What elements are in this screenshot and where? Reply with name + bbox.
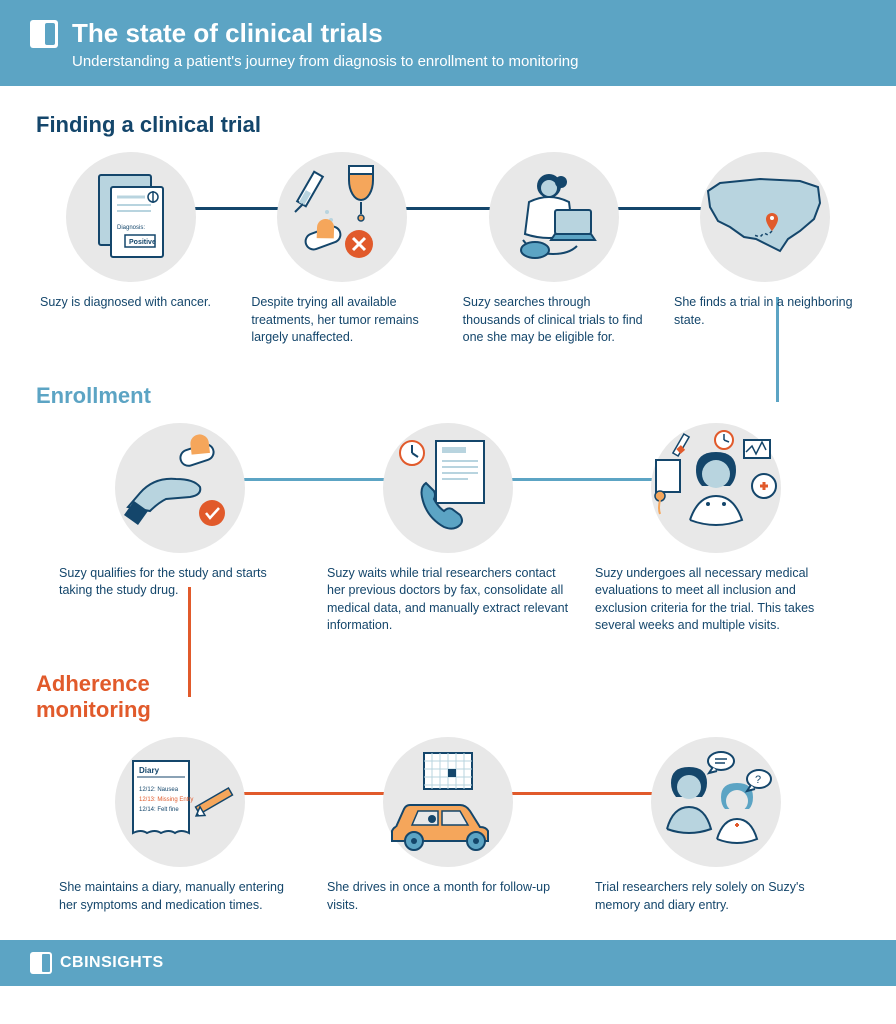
phone-document-icon	[388, 433, 508, 543]
section-title-finding: Finding a clinical trial	[36, 112, 860, 138]
step-drives: She drives in once a month for follow-up…	[323, 737, 573, 914]
header-banner: The state of clinical trials Understandi…	[0, 0, 896, 86]
caption-evaluations: Suzy undergoes all necessary medical eva…	[591, 565, 841, 635]
caption-treatments: Despite trying all available treatments,…	[247, 294, 437, 347]
illustration-hand-pill	[115, 423, 245, 553]
caption-researchers: Trial researchers rely solely on Suzy's …	[591, 879, 841, 914]
caption-map: She finds a trial in a neighboring state…	[670, 294, 860, 329]
svg-text:12/12: Nausea: 12/12: Nausea	[139, 787, 179, 793]
car-calendar-icon	[378, 747, 518, 857]
caption-waits: Suzy waits while trial researchers conta…	[323, 565, 573, 635]
footer-banner: CBINSIGHTS	[0, 940, 896, 986]
step-waits: Suzy waits while trial researchers conta…	[323, 423, 573, 635]
caption-diary: She maintains a diary, manually entering…	[55, 879, 305, 914]
svg-text:Diagnosis:: Diagnosis:	[117, 225, 145, 231]
section-title-enrollment: Enrollment	[36, 383, 860, 409]
step-researchers: ? Trial researchers rely solely on Suzy'…	[591, 737, 841, 914]
caption-qualifies: Suzy qualifies for the study and starts …	[55, 565, 305, 600]
caption-search: Suzy searches through thousands of clini…	[459, 294, 649, 347]
patient-evaluation-icon	[646, 428, 786, 548]
step-search: Suzy searches through thousands of clini…	[459, 152, 649, 347]
illustration-diagnosis: Diagnosis: Positive	[66, 152, 196, 282]
footer-logo-icon	[30, 952, 52, 974]
illustration-search	[489, 152, 619, 282]
step-qualifies: Suzy qualifies for the study and starts …	[55, 423, 305, 600]
svg-text:12/14: Felt fine: 12/14: Felt fine	[139, 807, 179, 813]
row-adherence: Diary 12/12: Nausea 12/13: Missing Entry…	[36, 737, 860, 914]
illustration-conversation: ?	[651, 737, 781, 867]
infographic-body: Finding a clinical trial Diagnosis: Posi…	[0, 86, 896, 940]
brand-logo-icon	[30, 20, 58, 48]
step-treatments: Despite trying all available treatments,…	[247, 152, 437, 347]
illustration-phone-doc	[383, 423, 513, 553]
caption-diagnosis: Suzy is diagnosed with cancer.	[36, 294, 226, 312]
svg-text:Diary: Diary	[139, 766, 160, 775]
step-map: She finds a trial in a neighboring state…	[670, 152, 860, 329]
svg-text:12/13: Missing Entry: 12/13: Missing Entry	[139, 797, 193, 803]
row-enrollment: Suzy qualifies for the study and starts …	[36, 423, 860, 635]
illustration-diary: Diary 12/12: Nausea 12/13: Missing Entry…	[115, 737, 245, 867]
illustration-treatments	[277, 152, 407, 282]
page-subtitle: Understanding a patient's journey from d…	[72, 53, 866, 70]
svg-text:?: ?	[755, 774, 761, 786]
illustration-car-calendar	[383, 737, 513, 867]
diagnosis-document-icon: Diagnosis: Positive	[81, 167, 181, 267]
treatments-icon	[287, 162, 397, 272]
illustration-patient-eval	[651, 423, 781, 553]
step-diagnosis: Diagnosis: Positive Suzy is diagnosed wi…	[36, 152, 226, 312]
footer-brand: CBINSIGHTS	[60, 954, 164, 972]
vertical-connector-2	[188, 587, 191, 697]
svg-text:Positive: Positive	[129, 239, 156, 246]
hand-pill-icon	[120, 433, 240, 543]
page-title: The state of clinical trials	[72, 18, 383, 49]
step-diary: Diary 12/12: Nausea 12/13: Missing Entry…	[55, 737, 305, 914]
section-title-adherence: Adherence monitoring	[36, 671, 176, 724]
usa-map-icon	[700, 167, 830, 267]
caption-drives: She drives in once a month for follow-up…	[323, 879, 573, 914]
step-evaluations: Suzy undergoes all necessary medical eva…	[591, 423, 841, 635]
diary-pencil-icon: Diary 12/12: Nausea 12/13: Missing Entry…	[115, 747, 245, 857]
illustration-map	[700, 152, 830, 282]
two-people-talking-icon: ?	[651, 747, 781, 857]
person-laptop-icon	[499, 162, 609, 272]
row-finding: Diagnosis: Positive Suzy is diagnosed wi…	[36, 152, 860, 347]
